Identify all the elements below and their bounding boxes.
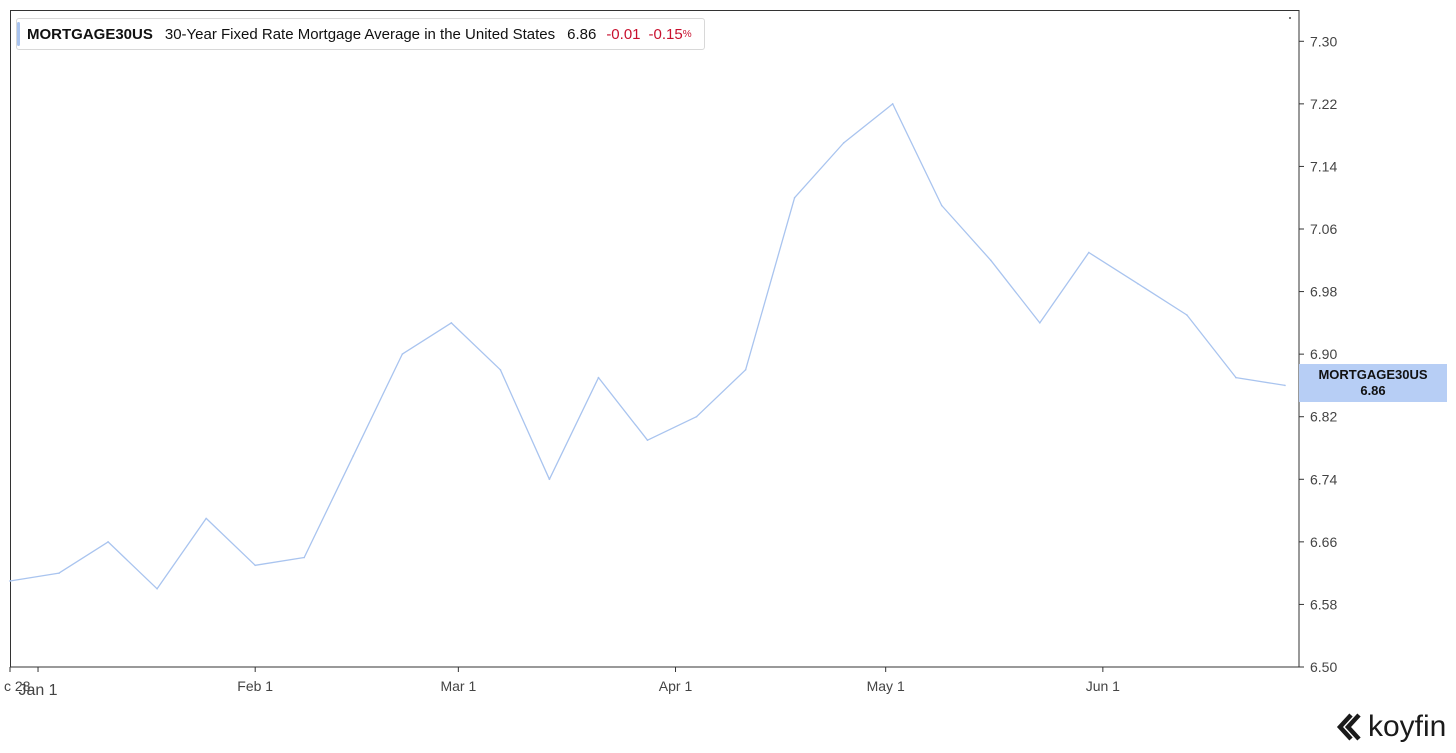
data-point	[1186, 314, 1188, 316]
legend-box[interactable]: MORTGAGE30US 30-Year Fixed Rate Mortgage…	[16, 18, 705, 50]
data-point	[1235, 376, 1237, 379]
data-point	[254, 564, 256, 567]
data-point	[303, 556, 306, 559]
legend-change-pct: -0.15	[648, 25, 683, 43]
data-point	[156, 587, 158, 590]
data-point	[1038, 322, 1041, 324]
koyfin-logo-icon	[1336, 713, 1361, 741]
data-point	[842, 142, 845, 144]
x-tick-label: Feb 1	[237, 678, 273, 694]
data-point	[940, 204, 943, 207]
y-tick-label: 7.30	[1310, 33, 1337, 49]
price-tag: MORTGAGE30US 6.86	[1299, 364, 1447, 402]
chart-frame	[10, 10, 1299, 667]
price-tag-label: MORTGAGE30US	[1318, 367, 1428, 382]
series-line	[9, 103, 1286, 590]
y-tick-label: 6.50	[1310, 659, 1337, 675]
data-point	[58, 572, 60, 574]
price-tag-value: 6.86	[1360, 383, 1386, 398]
data-point	[1137, 282, 1139, 285]
data-point	[1284, 384, 1286, 387]
data-point	[401, 353, 404, 355]
data-point	[695, 415, 698, 418]
x-tick-label: May 1	[867, 678, 905, 694]
x-tick-label: Mar 1	[440, 678, 476, 694]
chart-menu-dot[interactable]	[1289, 17, 1291, 19]
legend-series-name: 30-Year Fixed Rate Mortgage Average in t…	[164, 25, 556, 43]
x-tick-label: c 28	[4, 678, 31, 694]
y-tick-label: 7.06	[1310, 221, 1337, 237]
legend-color-swatch	[17, 22, 20, 46]
data-point	[499, 368, 502, 371]
data-point	[989, 259, 992, 262]
data-point	[744, 368, 747, 371]
y-tick-label: 6.98	[1310, 284, 1337, 300]
koyfin-logo: koyfin	[1336, 708, 1446, 746]
data-point	[107, 541, 109, 543]
legend-ticker: MORTGAGE30US	[27, 25, 153, 43]
x-tick-label: Jan 1	[18, 682, 57, 699]
legend-value: 6.86	[567, 25, 597, 43]
data-point	[450, 322, 453, 324]
legend-pct-sign: %	[682, 28, 692, 40]
y-tick-label: 6.58	[1310, 596, 1337, 612]
x-tick-label: Jun 1	[1086, 678, 1120, 694]
data-point	[1088, 251, 1090, 254]
data-point	[646, 439, 649, 441]
data-point	[352, 455, 355, 457]
data-point	[793, 196, 796, 199]
data-point	[205, 517, 207, 520]
y-tick-label: 6.90	[1310, 346, 1337, 362]
koyfin-logo-text: koyfin	[1368, 710, 1447, 743]
data-point	[891, 103, 894, 105]
data-point	[548, 478, 551, 481]
y-tick-label: 6.74	[1310, 471, 1337, 487]
x-tick-label: Apr 1	[659, 678, 693, 694]
y-tick-label: 6.82	[1310, 409, 1337, 425]
data-point	[9, 580, 11, 582]
y-tick-label: 7.22	[1310, 96, 1337, 112]
y-tick-label: 7.14	[1310, 158, 1337, 174]
data-point	[597, 376, 600, 379]
y-tick-label: 6.66	[1310, 534, 1337, 550]
legend-change: -0.01	[606, 25, 641, 43]
